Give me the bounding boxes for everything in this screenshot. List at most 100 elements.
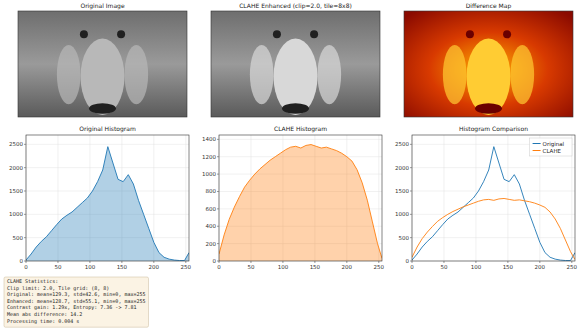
legend: OriginalCLAHE xyxy=(530,138,572,156)
tick-label: 600 xyxy=(206,206,217,212)
stats-line: Mean abs difference: 14.2 xyxy=(7,311,82,317)
tick-label: 250 xyxy=(374,264,385,270)
legend-swatch xyxy=(533,150,541,151)
grid-line xyxy=(412,191,575,192)
tick-label: 0 xyxy=(217,264,221,270)
tick-label: 1200 xyxy=(202,154,216,160)
tick-label: 250 xyxy=(567,264,578,270)
tick-label: 50 xyxy=(440,264,447,270)
image-feature xyxy=(57,45,81,104)
plot-background xyxy=(26,135,189,261)
area-fill xyxy=(26,147,189,261)
legend-swatch xyxy=(533,143,541,144)
image-feature xyxy=(510,45,534,104)
axes: 0 500 1000 1500 2000 2500 0 50 100 150 200 250 xyxy=(9,135,192,270)
tick-label: 150 xyxy=(310,264,321,270)
plot-background xyxy=(219,135,382,261)
image-title: Original Image xyxy=(80,2,124,10)
tick-label: 800 xyxy=(206,188,217,194)
image-title: CLAHE Enhanced (clip=2.0, tile=8x8) xyxy=(239,2,352,10)
tick-label: 1000 xyxy=(202,171,216,177)
marks xyxy=(219,145,382,261)
tick-label: 0 xyxy=(20,258,24,264)
grid-line xyxy=(412,237,575,238)
tick-label: 0 xyxy=(213,258,217,264)
tick-label: 100 xyxy=(85,264,96,270)
tick-label: 1400 xyxy=(202,136,216,142)
image-feature xyxy=(466,30,474,38)
tick-label: 1500 xyxy=(9,188,23,194)
tick-label: 150 xyxy=(117,264,128,270)
grid-line xyxy=(507,135,508,261)
grid-line xyxy=(475,135,476,261)
axes: 05001000150020002500050100150200250 xyxy=(395,135,578,270)
grid-line xyxy=(412,214,575,215)
tick-label: 250 xyxy=(181,264,192,270)
tick-label: 2000 xyxy=(395,165,409,171)
tick-label: 400 xyxy=(206,223,217,229)
marks xyxy=(26,147,189,261)
image-feature xyxy=(89,103,116,114)
image-panel xyxy=(211,11,380,117)
image-feature xyxy=(467,39,511,115)
grid-line xyxy=(378,135,379,261)
tick-label: 2500 xyxy=(395,141,409,147)
grid-line xyxy=(412,167,575,168)
axes: 0 200 400 600 800 1000 1200 1400 0 50 100 150 200 250 xyxy=(202,135,385,270)
grid-line xyxy=(443,135,444,261)
image-feature xyxy=(117,30,125,38)
legend-label: Original xyxy=(543,141,565,148)
plot-background xyxy=(412,135,575,261)
image-feature xyxy=(317,45,341,104)
tick-label: 500 xyxy=(13,235,24,241)
plot-frame xyxy=(412,135,575,261)
image-panel xyxy=(18,11,187,117)
tick-label: 50 xyxy=(247,264,254,270)
legend-label: CLAHE xyxy=(543,148,562,154)
image-feature xyxy=(503,30,511,38)
tick-label: 50 xyxy=(54,264,61,270)
marks xyxy=(412,147,575,261)
tick-label: 1000 xyxy=(395,211,409,217)
series-line xyxy=(412,147,575,261)
tick-label: 100 xyxy=(471,264,482,270)
stats-box xyxy=(4,277,148,327)
tick-label: 200 xyxy=(206,241,217,247)
series-line xyxy=(219,145,382,259)
tick-label: 500 xyxy=(399,235,410,241)
legend-box xyxy=(530,138,572,156)
image-feature xyxy=(250,45,274,104)
area-fill xyxy=(219,145,382,261)
tick-label: 0 xyxy=(406,258,410,264)
chart-title: CLAHE Histogram xyxy=(274,125,327,133)
image-feature xyxy=(274,39,318,115)
tick-label: 100 xyxy=(278,264,289,270)
tick-label: 200 xyxy=(149,264,160,270)
series-line xyxy=(26,147,189,261)
chart-title: Original Histogram xyxy=(79,125,136,133)
image-panel xyxy=(404,11,573,117)
grid-line xyxy=(219,139,382,140)
stats-line: Enhanced: mean=128.7, std=55.1, min=0, m… xyxy=(7,298,145,304)
series-line xyxy=(412,198,575,259)
tick-label: 200 xyxy=(342,264,353,270)
plot-frame xyxy=(219,135,382,261)
tick-label: 2000 xyxy=(9,165,23,171)
image-feature xyxy=(124,45,148,104)
tick-label: 1000 xyxy=(9,211,23,217)
image-feature xyxy=(80,30,88,38)
image xyxy=(404,11,573,117)
tick-label: 0 xyxy=(410,264,414,270)
image-feature xyxy=(282,103,309,114)
stats-line: Processing time: 0.004 s xyxy=(7,318,79,325)
tick-label: 0 xyxy=(24,264,28,270)
grid-line xyxy=(26,144,189,145)
chart-title: Histogram Comparison xyxy=(459,125,528,133)
image-feature xyxy=(443,45,467,104)
image-feature xyxy=(273,30,281,38)
figure: Original Image CLAHE Enhanced (clip=2.0, … xyxy=(0,0,583,331)
image-title: Difference Map xyxy=(466,2,512,10)
tick-label: 1500 xyxy=(395,188,409,194)
tick-label: 2500 xyxy=(9,141,23,147)
grid-line xyxy=(185,135,186,261)
